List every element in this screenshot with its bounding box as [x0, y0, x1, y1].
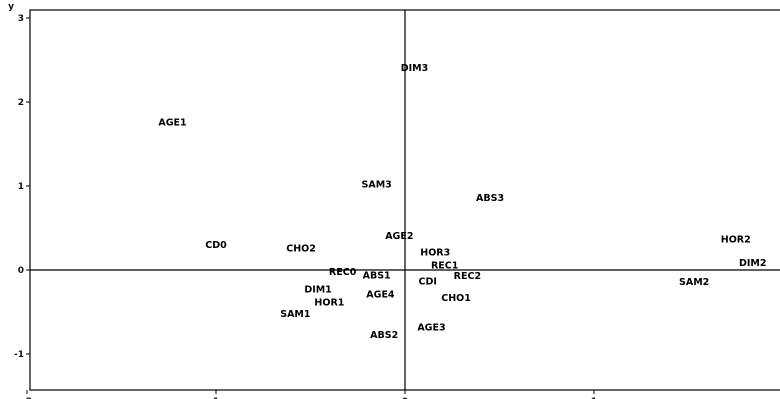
point-label: CHO1: [441, 293, 471, 304]
point-label: ABS3: [476, 193, 504, 204]
x-tick-label: 1: [591, 397, 597, 399]
y-tick-label: 1: [18, 182, 24, 192]
y-tick-label: 3: [18, 14, 24, 24]
point-labels: DIM3 AGE1 SAM3 ABS3 HOR2 AGE2 CD0 CHO2 HOR3 DIM2 R…: [158, 63, 766, 341]
point-label: REC2: [454, 271, 481, 282]
point-label: CD0: [205, 240, 227, 251]
point-label: SAM2: [679, 277, 709, 288]
y-axis-ticks: -1 0 1 2 3: [14, 14, 30, 360]
y-tick-label: 2: [18, 98, 24, 108]
point-label: HOR1: [314, 297, 344, 308]
point-label: SAM1: [280, 309, 310, 320]
point-label: HOR3: [420, 248, 450, 259]
point-label: REC1: [431, 260, 458, 271]
point-label: AGE1: [158, 118, 186, 129]
plot-frame: [29, 9, 780, 391]
point-label: ABS2: [370, 330, 398, 341]
x-tick-label: 1: [213, 397, 219, 399]
y-axis-label: y: [8, 2, 14, 12]
x-tick-label: -2: [22, 397, 32, 399]
point-label: HOR2: [721, 234, 751, 245]
point-label: CHO2: [286, 244, 316, 255]
reference-lines: [30, 10, 780, 390]
x-axis-label: x: [402, 397, 408, 399]
x-tick-label: 0: [402, 397, 408, 399]
point-label: REC0: [329, 267, 357, 278]
y-tick-label: 0: [18, 266, 24, 276]
point-label: DIM1: [304, 285, 331, 296]
point-label: DIM3: [401, 63, 428, 74]
point-label: AGE2: [385, 231, 413, 242]
x-axis-ticks: -2 1 0 1: [22, 390, 597, 399]
point-label: ABS1: [363, 270, 391, 281]
y-tick-label: -1: [14, 350, 24, 360]
point-label: AGE3: [417, 322, 445, 333]
point-label: CDI: [418, 276, 436, 287]
point-label: SAM3: [362, 180, 392, 191]
point-label: AGE4: [366, 290, 395, 301]
point-label: DIM2: [739, 258, 766, 269]
